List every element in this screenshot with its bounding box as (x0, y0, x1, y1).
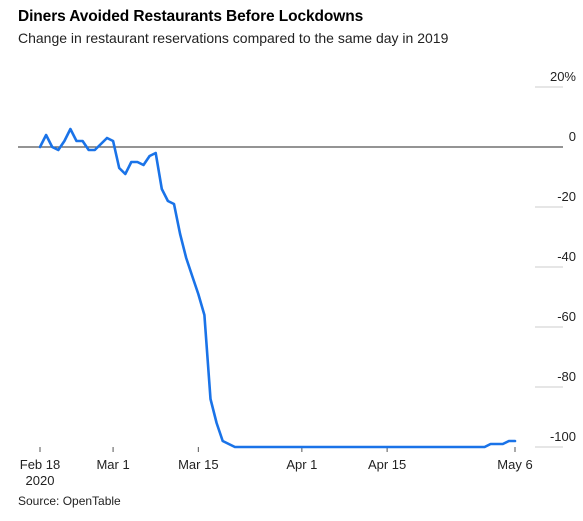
x-tick-sublabel: 2020 (26, 473, 55, 488)
y-tick-label: -100 (550, 429, 576, 444)
x-tick-label: Apr 1 (286, 457, 317, 472)
x-tick-label: Mar 15 (178, 457, 218, 472)
gridlines (18, 86, 563, 448)
y-tick-label: -60 (557, 309, 576, 324)
x-tick-label: Mar 1 (96, 457, 129, 472)
chart-subtitle: Change in restaurant reservations compar… (18, 30, 449, 46)
y-axis-tick-labels: 20% 0 -20 -40 -60 -80 -100 (550, 69, 576, 444)
x-tick-label: May 6 (497, 457, 532, 472)
x-tick-label: Feb 18 (20, 457, 60, 472)
y-tick-label: -20 (557, 189, 576, 204)
series-line-reservations (38, 127, 517, 449)
y-tick-label: -40 (557, 249, 576, 264)
y-tick-label: 20% (550, 69, 576, 84)
x-tick-label: Apr 15 (368, 457, 406, 472)
y-tick-label: 0 (569, 129, 576, 144)
source-note: Source: OpenTable (18, 494, 121, 508)
series-layer (38, 127, 517, 449)
y-tick-label: -80 (557, 369, 576, 384)
chart-title: Diners Avoided Restaurants Before Lockdo… (18, 8, 364, 25)
